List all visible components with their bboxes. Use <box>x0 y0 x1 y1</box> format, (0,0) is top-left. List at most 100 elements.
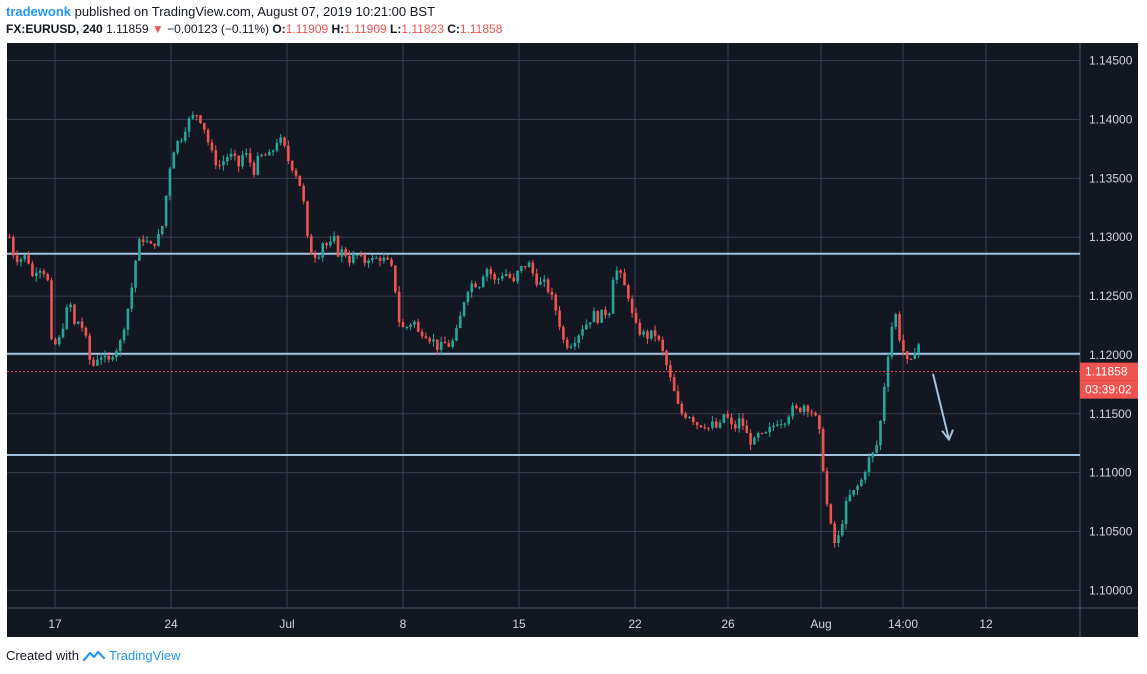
candle-body <box>760 433 764 435</box>
candle-body <box>756 433 760 438</box>
candle-body <box>161 226 164 235</box>
candle-body <box>352 254 355 263</box>
open-label: O: <box>272 22 286 36</box>
y-tick-label: 1.10000 <box>1089 583 1133 597</box>
y-tick-label: 1.13500 <box>1089 171 1133 185</box>
candle-body <box>390 259 393 266</box>
candle-body <box>516 270 519 282</box>
candle-body <box>187 118 191 132</box>
candle-body <box>248 153 252 163</box>
candle-body <box>355 254 359 256</box>
candle-body <box>848 494 852 502</box>
low-value: 1.11823 <box>401 22 444 36</box>
candle-body <box>157 234 160 246</box>
candle-body <box>787 416 791 424</box>
candle-body <box>27 255 30 264</box>
candle-body <box>840 524 844 536</box>
y-tick-label: 1.11500 <box>1089 407 1132 421</box>
candle-body <box>329 241 332 246</box>
x-tick-label: 22 <box>628 617 642 631</box>
candle-body <box>111 357 114 360</box>
author-name[interactable]: tradewonk <box>6 4 72 19</box>
candle-body <box>256 156 260 175</box>
candle-body <box>325 243 328 246</box>
candle-body <box>894 314 898 327</box>
candle-body <box>875 445 878 453</box>
candle-body <box>711 421 714 428</box>
candle-body <box>531 262 535 274</box>
candle-body <box>737 418 741 429</box>
candle-body <box>871 452 875 458</box>
candle-body <box>149 241 153 244</box>
candle-body <box>340 249 344 257</box>
candle-body <box>890 326 894 357</box>
candle-body <box>691 417 695 423</box>
candle-body <box>913 352 917 360</box>
candle-body <box>203 122 206 130</box>
open-value: 1.11909 <box>285 22 329 36</box>
candle-body <box>512 277 516 282</box>
candle-body <box>191 115 195 119</box>
candle-body <box>245 153 248 155</box>
candle-body <box>394 265 397 292</box>
candle-body <box>802 405 806 413</box>
candle-body <box>172 152 176 169</box>
candle-body <box>714 421 718 428</box>
candle-body <box>676 391 680 404</box>
candle-body <box>879 420 882 446</box>
candle-body <box>420 331 424 337</box>
candle-body <box>126 308 130 330</box>
candle-body <box>218 165 221 167</box>
candle-body <box>825 471 829 505</box>
candle-body <box>424 336 428 339</box>
candle-body <box>214 150 218 166</box>
candle-body <box>260 154 263 157</box>
candle-body <box>642 331 645 335</box>
candle-body <box>264 154 267 156</box>
candle-body <box>527 262 531 268</box>
candle-body <box>99 357 103 360</box>
candle-body <box>168 168 172 196</box>
close-value: 1.11858 <box>459 22 503 36</box>
candle-body <box>627 285 630 299</box>
projection-arrow-shaft <box>932 373 950 440</box>
candle-body <box>57 337 61 345</box>
candle-body <box>611 279 615 314</box>
candle-body <box>233 153 237 156</box>
y-tick-label: 1.10500 <box>1089 524 1133 538</box>
candle-body <box>749 433 752 445</box>
candle-body <box>523 266 527 268</box>
candle-body <box>585 324 588 330</box>
candle-body <box>69 304 72 308</box>
candle-body <box>195 115 198 117</box>
candle-body <box>810 411 813 413</box>
symbol-label: FX:EURUSD <box>6 22 77 36</box>
high-label: H: <box>331 22 345 36</box>
candle-body <box>283 137 286 146</box>
candle-body <box>852 490 856 495</box>
candle-body <box>210 142 214 151</box>
candle-body <box>596 311 600 323</box>
candle-body <box>798 407 802 413</box>
candle-body <box>818 415 821 430</box>
candle-body <box>447 343 451 347</box>
candle-body <box>76 321 80 324</box>
candle-body <box>764 432 768 434</box>
candle-body <box>34 272 38 277</box>
candle-body <box>107 355 111 360</box>
candle-body <box>371 257 374 261</box>
tradingview-brand-link[interactable]: TradingView <box>108 648 181 663</box>
candle-body <box>275 143 279 151</box>
x-tick-label: 15 <box>512 617 526 631</box>
candle-body <box>730 417 733 425</box>
candle-body <box>38 270 42 273</box>
candle-body <box>539 281 542 285</box>
candle-body <box>829 504 833 524</box>
candle-body <box>382 257 386 261</box>
candle-body <box>374 257 378 259</box>
candle-body <box>199 115 202 123</box>
y-tick-label: 1.14000 <box>1089 113 1133 127</box>
candle-body <box>860 479 863 487</box>
candle-body <box>917 344 920 353</box>
